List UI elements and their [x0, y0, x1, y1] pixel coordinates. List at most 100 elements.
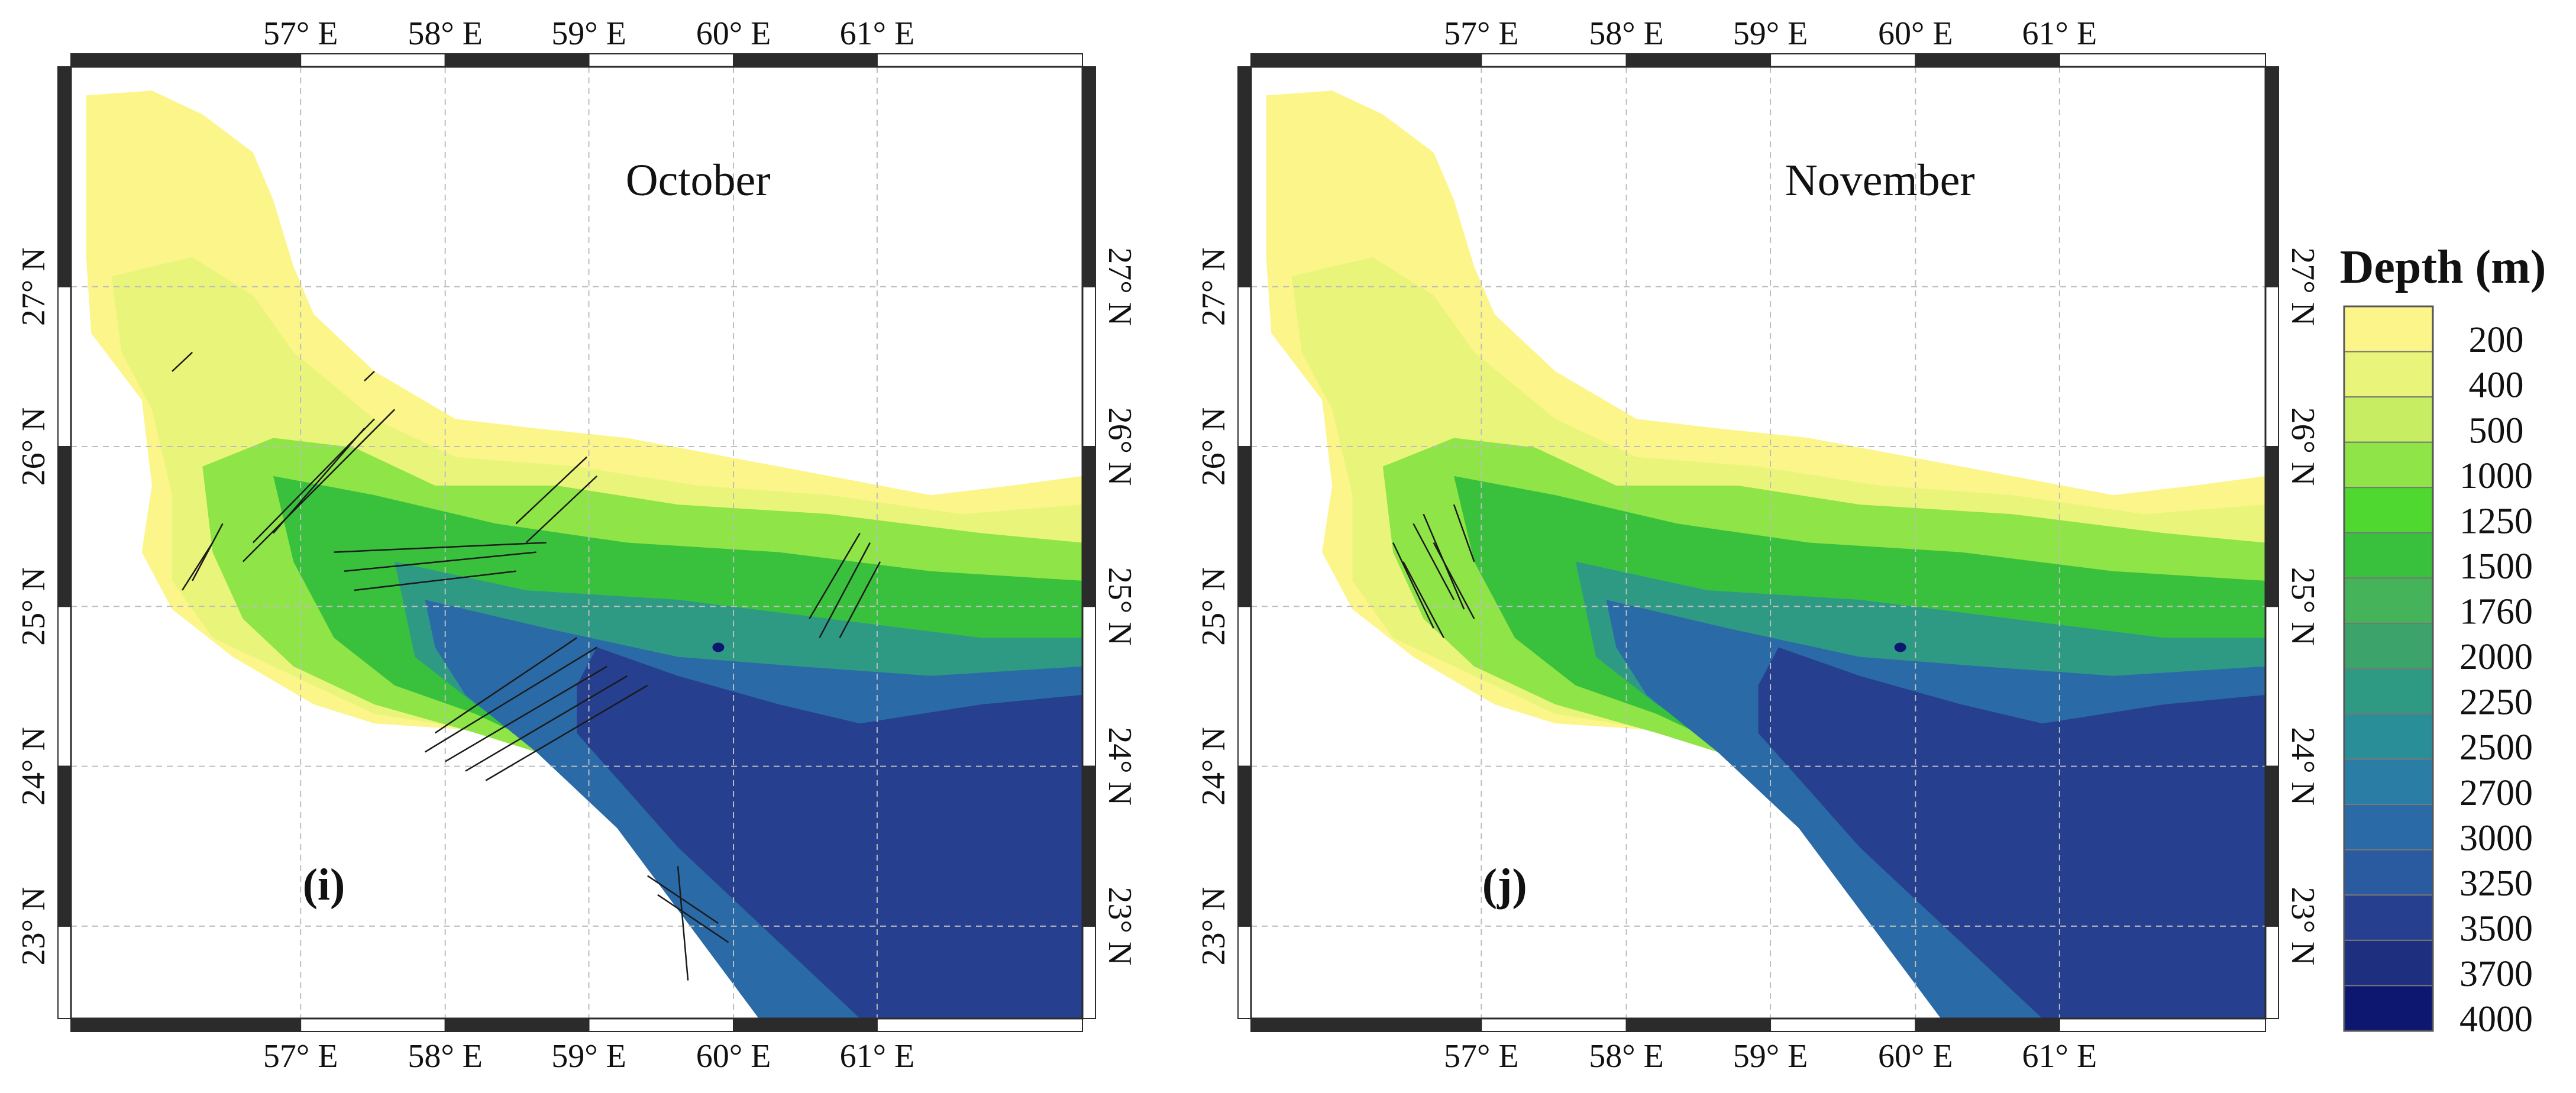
lat-tick-label-right: 27° N — [2284, 247, 2321, 326]
lat-tick-label-right: 23° N — [1101, 887, 1138, 966]
lineament — [354, 570, 516, 591]
legend-level-label: 2250 — [2459, 683, 2533, 723]
lon-tick-label-bottom: 58° E — [408, 1038, 483, 1075]
lat-tick-label-left: 27° N — [15, 247, 52, 326]
lon-tick-label-top: 58° E — [1589, 15, 1664, 52]
legend-level-label: 1500 — [2459, 546, 2533, 587]
legend-swatch — [2344, 804, 2433, 851]
legend-swatch — [2344, 577, 2433, 624]
panel-label: (j) — [1482, 860, 1527, 910]
lineament — [809, 532, 861, 619]
lineament — [182, 542, 214, 591]
legend-swatch — [2344, 351, 2433, 398]
lat-tick-label-right: 25° N — [2284, 567, 2321, 646]
lineament — [485, 684, 648, 781]
graticule — [1251, 67, 2265, 1018]
legend-swatch — [2344, 668, 2433, 715]
legend-title: Depth (m) — [2340, 241, 2546, 293]
lon-tick-label-bottom: 57° E — [263, 1038, 338, 1075]
map-frame — [1237, 53, 2279, 1032]
legend-level-label: 200 — [2469, 320, 2524, 360]
lineament — [172, 351, 193, 372]
lat-tick-label-left: 23° N — [1195, 887, 1232, 966]
lon-tick-label-bottom: 60° E — [1878, 1038, 1953, 1075]
lineament — [445, 665, 607, 762]
legend-swatch — [2344, 985, 2433, 1031]
lineament — [242, 409, 396, 562]
month-label: October — [626, 156, 771, 205]
lon-tick-label-top: 60° E — [1878, 15, 1953, 52]
lat-tick-label-left: 23° N — [15, 887, 52, 966]
month-label: November — [1785, 156, 1975, 205]
lineament — [1413, 523, 1455, 600]
axis-labels: 57° E 57° E 58° E 58° E 59° E 59° E 60° E 60° E… — [15, 15, 1138, 1075]
lat-tick-label-right: 23° N — [2284, 887, 2321, 966]
legend-swatch — [2344, 441, 2433, 489]
lat-tick-label-right: 25° N — [1101, 567, 1138, 646]
lon-tick-label-top: 57° E — [1444, 15, 1519, 52]
map-frame — [57, 53, 1096, 1032]
lat-tick-label-left: 26° N — [1195, 408, 1232, 486]
legend-swatch — [2344, 622, 2433, 670]
lineament — [334, 542, 547, 553]
lon-tick-label-bottom: 57° E — [1444, 1038, 1519, 1075]
legend-level-label: 2700 — [2459, 773, 2533, 813]
lat-tick-label-left: 24° N — [1195, 727, 1232, 806]
legend-level-label: 1000 — [2459, 456, 2533, 496]
legend-level-label: 3700 — [2459, 954, 2533, 994]
legend-level-label: 1760 — [2459, 592, 2533, 632]
legend-swatch — [2344, 532, 2433, 579]
lon-tick-label-bottom: 60° E — [696, 1038, 771, 1075]
lat-tick-label-right: 24° N — [2284, 727, 2321, 806]
lineament — [1453, 504, 1475, 562]
lon-tick-label-bottom: 59° E — [1733, 1038, 1808, 1075]
lat-tick-label-left: 24° N — [15, 727, 52, 806]
lineament — [465, 675, 628, 772]
lineament — [1402, 561, 1444, 638]
legend-level-label: 3250 — [2459, 864, 2533, 904]
seamount — [712, 642, 725, 652]
lineament — [192, 523, 224, 581]
lineament — [839, 561, 881, 638]
lineament — [647, 875, 719, 924]
lineament — [1392, 542, 1434, 629]
lat-tick-label-right: 24° N — [1101, 727, 1138, 806]
lineament — [424, 646, 597, 753]
lon-tick-label-top: 59° E — [1733, 15, 1808, 52]
lat-tick-label-right: 27° N — [1101, 247, 1138, 326]
lineaments — [1392, 504, 1475, 638]
lat-tick-label-right: 26° N — [2284, 408, 2321, 486]
lon-tick-label-top: 58° E — [408, 15, 483, 52]
legend-level-label: 3000 — [2459, 818, 2533, 858]
lineament — [364, 370, 375, 381]
lon-tick-label-bottom: 58° E — [1589, 1038, 1664, 1075]
legend-level-label: 400 — [2469, 366, 2524, 406]
lineament — [1433, 542, 1475, 619]
lon-tick-label-top: 59° E — [551, 15, 626, 52]
lineaments — [172, 351, 881, 981]
legend-level-label: 1250 — [2459, 501, 2533, 541]
seamount — [1894, 642, 1906, 652]
legend-swatch — [2344, 713, 2433, 760]
legend-level-label: 500 — [2469, 410, 2524, 451]
map-panel-october: 57° E 57° E 58° E 58° E 59° E 59° E 60° E 60° E… — [15, 15, 1138, 1075]
legend-level-label: 3500 — [2459, 908, 2533, 949]
lat-tick-label-left: 26° N — [15, 408, 52, 486]
legend-swatch — [2344, 306, 2433, 353]
legend-swatch — [2344, 894, 2433, 941]
axis-labels: 57° E 57° E 58° E 58° E 59° E 59° E 60° E 60° E… — [1195, 15, 2321, 1075]
map-panel-november: 57° E 57° E 58° E 58° E 59° E 59° E 60° E 60° E… — [1195, 15, 2321, 1075]
lon-tick-label-bottom: 59° E — [551, 1038, 626, 1075]
lineament — [677, 866, 689, 981]
lon-tick-label-bottom: 61° E — [840, 1038, 915, 1075]
panel-label: (i) — [303, 860, 345, 910]
legend-swatch — [2344, 849, 2433, 896]
legend-level-label: 4000 — [2459, 1000, 2533, 1040]
lon-tick-label-top: 61° E — [2022, 15, 2097, 52]
lineament — [273, 428, 365, 534]
legend-swatch — [2344, 939, 2433, 987]
legend-swatch — [2344, 396, 2433, 443]
